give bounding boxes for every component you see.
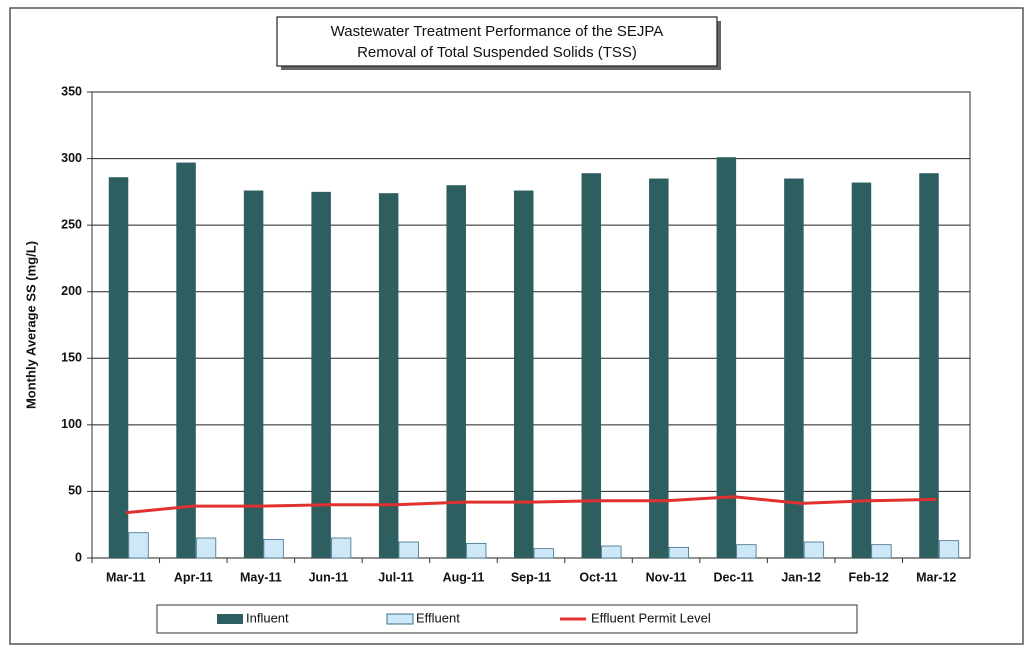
- bar: [919, 173, 939, 558]
- bar: [533, 548, 554, 559]
- x-tick-label: Apr-11: [174, 570, 213, 584]
- x-tick-label: Oct-11: [579, 570, 617, 584]
- bar: [243, 190, 264, 559]
- x-tick-label: Aug-11: [443, 570, 485, 584]
- legend-label: Effluent Permit Level: [591, 610, 711, 625]
- bar: [803, 541, 825, 559]
- bar: [601, 545, 622, 559]
- x-tick-label: Nov-11: [646, 570, 687, 584]
- bar: [466, 542, 487, 559]
- legend-label: Effluent: [416, 610, 460, 625]
- y-tick-label: 300: [61, 151, 82, 165]
- y-tick-label: 250: [61, 217, 82, 231]
- y-tick-label: 50: [68, 484, 82, 498]
- x-tick-label: Jan-12: [781, 570, 821, 584]
- bar: [446, 185, 466, 558]
- bar: [851, 182, 872, 558]
- bar: [784, 178, 804, 559]
- bar: [736, 544, 757, 559]
- y-axis-label: Monthly Average SS (mg/L): [23, 241, 38, 409]
- bar: [581, 173, 602, 558]
- title-box: [276, 16, 718, 67]
- y-tick-label: 350: [61, 84, 82, 98]
- bar: [128, 532, 149, 559]
- legend-swatch: [386, 613, 414, 625]
- bar: [716, 157, 737, 559]
- legend-label: Influent: [246, 610, 289, 625]
- bar: [871, 544, 892, 559]
- bar: [938, 540, 960, 559]
- y-tick-label: 200: [61, 284, 82, 298]
- bar: [108, 177, 129, 558]
- y-tick-label: 150: [61, 351, 82, 365]
- legend-swatch: [217, 614, 243, 624]
- legend-box: [156, 604, 858, 634]
- y-tick-label: 0: [75, 550, 82, 564]
- bar: [195, 537, 217, 559]
- y-tick-label: 100: [61, 417, 82, 431]
- x-tick-label: Jul-11: [378, 570, 413, 584]
- bar: [330, 537, 352, 559]
- x-tick-label: May-11: [240, 570, 282, 584]
- bar: [398, 541, 419, 559]
- x-tick-label: Mar-11: [106, 570, 146, 584]
- bar: [649, 178, 669, 559]
- bar: [668, 546, 689, 559]
- x-tick-label: Mar-12: [916, 570, 956, 584]
- chart-title: Wastewater Treatment Performance of the …: [331, 23, 664, 40]
- bar: [514, 190, 534, 559]
- x-tick-label: Sep-11: [511, 570, 551, 584]
- bar: [311, 191, 331, 558]
- bar: [176, 162, 196, 558]
- x-tick-label: Jun-11: [309, 570, 349, 584]
- chart-subtitle: Removal of Total Suspended Solids (TSS): [357, 44, 637, 61]
- bar: [378, 193, 399, 558]
- x-tick-label: Dec-11: [713, 570, 753, 584]
- bar: [263, 538, 284, 559]
- x-tick-label: Feb-12: [849, 570, 889, 584]
- line-series: [125, 495, 937, 515]
